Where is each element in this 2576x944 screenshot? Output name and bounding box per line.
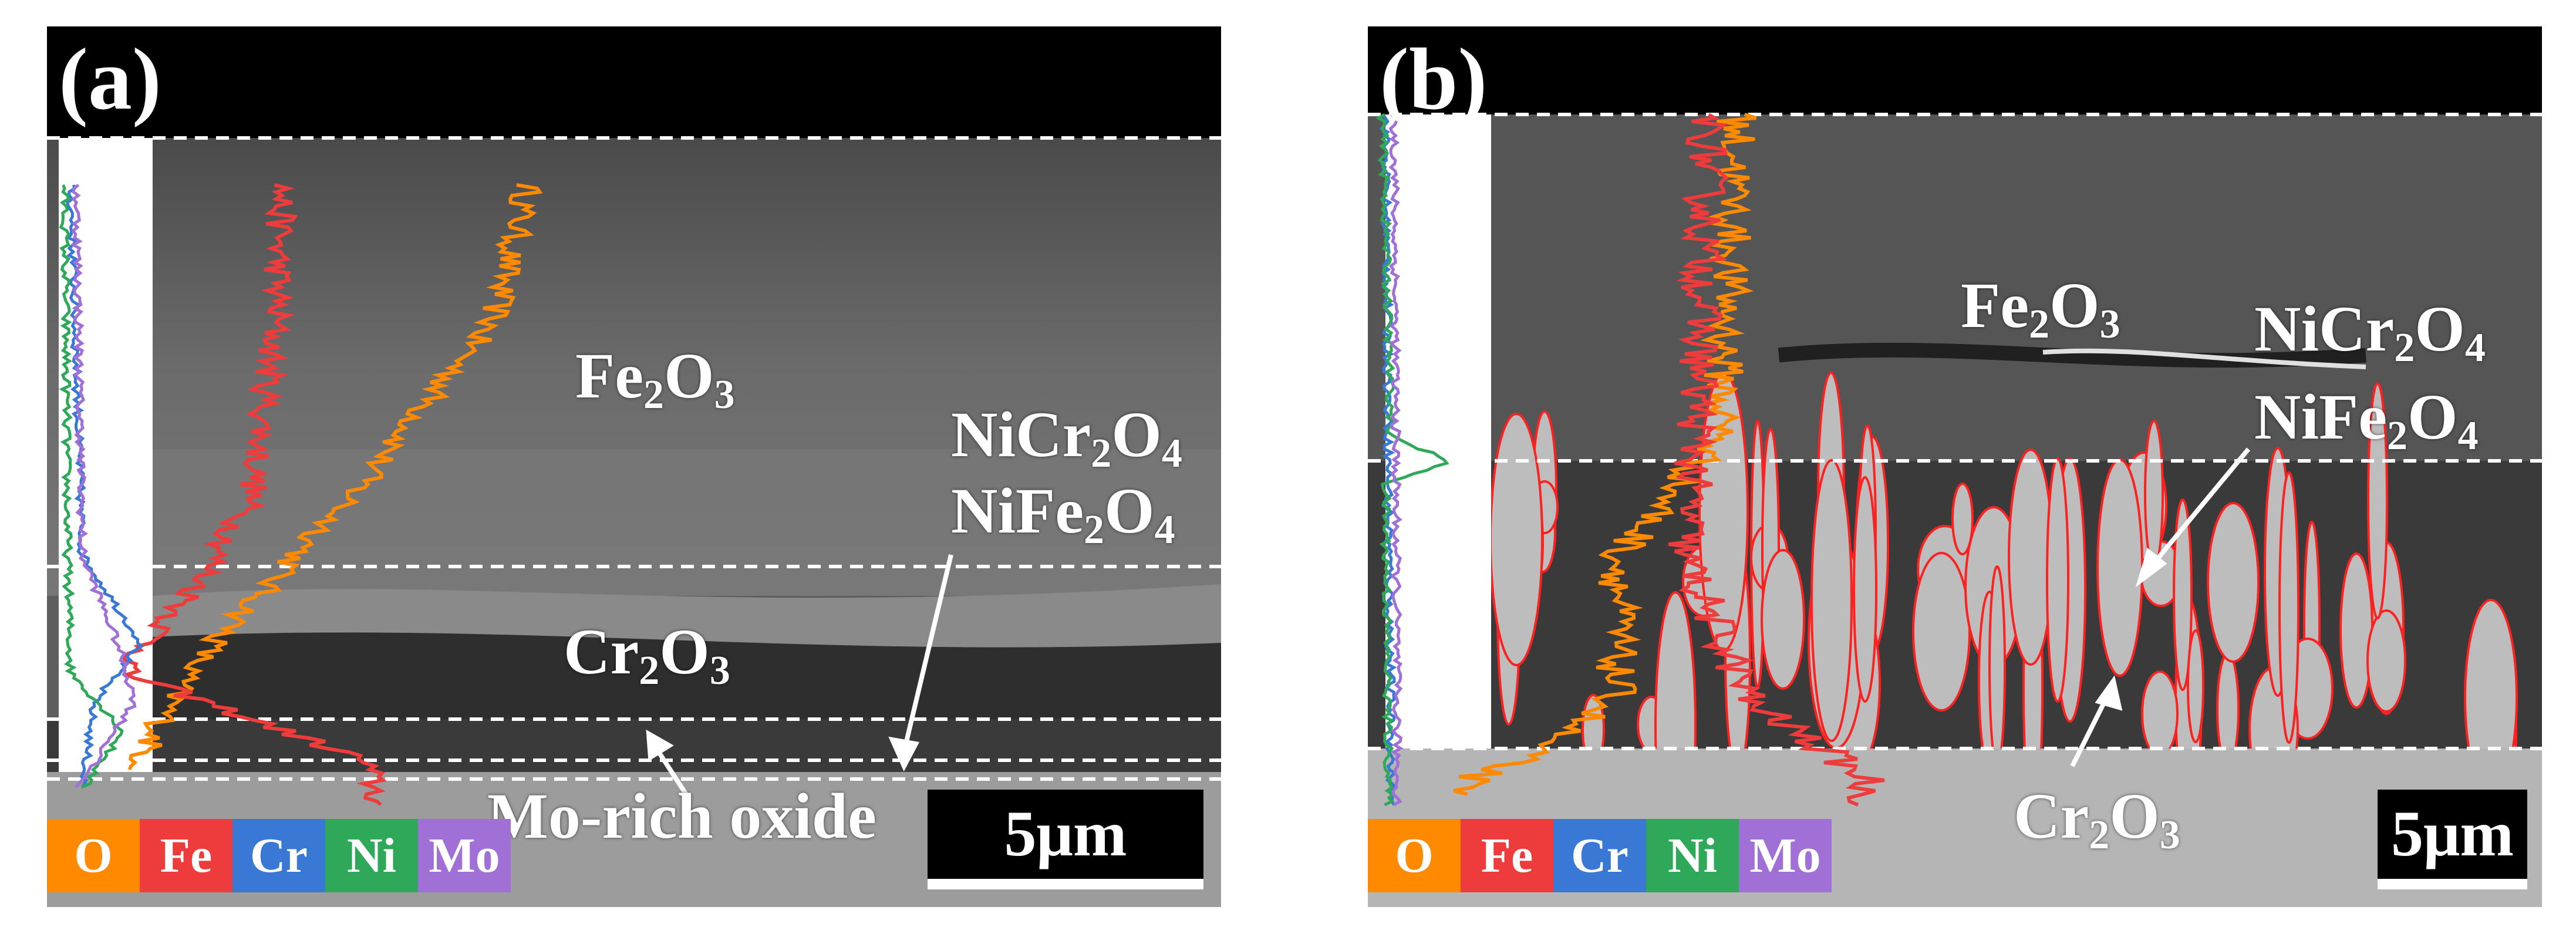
cr2o3-island bbox=[2366, 609, 2406, 713]
label-part: Cr bbox=[2014, 780, 2089, 852]
label-part: O bbox=[1111, 399, 1162, 470]
label-sub: 2 bbox=[2394, 325, 2415, 370]
legend-b: O Fe Cr Ni Mo bbox=[1368, 819, 1832, 892]
scale-bar-a: 5μm bbox=[928, 790, 1203, 889]
cr2o3-island bbox=[1810, 459, 1853, 742]
label-nicr2o4-b: NiCr2O4 bbox=[2254, 296, 2486, 369]
scale-bar-line bbox=[2378, 879, 2527, 889]
label-cr2o3-a: Cr2O3 bbox=[564, 619, 730, 692]
label-sub: 2 bbox=[643, 372, 665, 417]
label-nife2o4-b: NiFe2O4 bbox=[2254, 385, 2479, 457]
cr2o3-island bbox=[2367, 382, 2388, 619]
label-sub: 3 bbox=[709, 648, 730, 693]
panel-a: (a) Fe2O3 NiCr2O4 NiFe2O4 Cr2O3 Mo-rich … bbox=[47, 26, 1221, 907]
eds-profile-Ni bbox=[1375, 113, 1449, 807]
cr2o3-island bbox=[2046, 457, 2069, 703]
label-sub: 4 bbox=[1154, 507, 1175, 552]
legend-item-O: O bbox=[1368, 819, 1461, 892]
label-sub: 3 bbox=[714, 372, 735, 417]
label-sub: 4 bbox=[2464, 325, 2486, 370]
eds-profile-O bbox=[127, 183, 543, 771]
eds-profiles-b bbox=[1375, 113, 2251, 807]
label-sub: 2 bbox=[1084, 507, 1105, 552]
panel-letter-b: (b) bbox=[1380, 31, 1488, 128]
legend-item-Cr: Cr bbox=[232, 819, 325, 892]
legend-item-O: O bbox=[47, 819, 140, 892]
label-sub: 4 bbox=[2457, 413, 2479, 458]
legend-item-Cr: Cr bbox=[1553, 819, 1646, 892]
eds-profile-Ni bbox=[59, 184, 124, 789]
eds-profile-Mo bbox=[1388, 113, 1404, 807]
label-part: O bbox=[2109, 780, 2160, 852]
legend-item-Ni: Ni bbox=[1646, 819, 1739, 892]
scale-bar-label: 5μm bbox=[2391, 798, 2514, 869]
label-nicr2o4-a: NiCr2O4 bbox=[951, 402, 1182, 474]
label-part: Fe bbox=[1961, 269, 2029, 341]
label-part: NiCr bbox=[2254, 293, 2395, 365]
label-sub: 3 bbox=[2159, 812, 2180, 858]
legend-item-Ni: Ni bbox=[325, 819, 418, 892]
label-fe2o3-b: Fe2O3 bbox=[1961, 273, 2120, 345]
scale-bar-line bbox=[928, 879, 1203, 889]
panel-letter-a: (a) bbox=[59, 31, 161, 128]
label-part: O bbox=[659, 616, 710, 687]
cr2o3-island bbox=[2278, 471, 2299, 744]
label-nife2o4-a: NiFe2O4 bbox=[951, 478, 1175, 551]
label-part: NiFe bbox=[2254, 381, 2388, 453]
label-sub: 2 bbox=[2089, 812, 2110, 858]
panel-b: (b) Fe2O3 NiCr2O4 NiFe2O4 Cr2O3 5μm O Fe… bbox=[1368, 26, 2542, 907]
scale-bar-b: 5μm bbox=[2378, 790, 2527, 889]
label-fe2o3-a: Fe2O3 bbox=[575, 343, 735, 416]
eds-profile-Cr bbox=[1379, 113, 1397, 806]
label-part: Cr bbox=[564, 616, 639, 687]
label-part: NiFe bbox=[951, 475, 1084, 547]
label-sub: 3 bbox=[2099, 302, 2120, 347]
label-part: NiCr bbox=[951, 399, 1091, 470]
eds-profile-Fe bbox=[1668, 113, 1885, 807]
label-sub: 2 bbox=[1091, 431, 1112, 476]
cr2o3-island bbox=[1853, 476, 1877, 703]
cr2o3-island bbox=[2207, 502, 2260, 663]
label-part: Fe bbox=[575, 340, 644, 412]
cr2o3-island bbox=[2173, 498, 2193, 691]
label-part: O bbox=[1104, 475, 1155, 547]
eds-profile-Mo bbox=[70, 184, 137, 788]
label-part: O bbox=[2415, 293, 2465, 365]
cr2o3-island bbox=[1761, 549, 1805, 690]
label-mo-rich-oxide-a: Mo-rich oxide bbox=[487, 780, 876, 852]
eds-profile-Fe bbox=[120, 183, 387, 807]
label-part: O bbox=[2049, 269, 2100, 341]
sem-image-b bbox=[1368, 26, 2542, 907]
label-sub: 4 bbox=[1161, 431, 1182, 476]
label-sub: 2 bbox=[639, 648, 660, 693]
eds-profiles-a bbox=[59, 183, 953, 807]
cr2o3-island bbox=[2187, 629, 2204, 743]
label-cr2o3-b: Cr2O3 bbox=[2014, 784, 2180, 856]
scale-bar-label: 5μm bbox=[1004, 798, 1127, 869]
label-part: O bbox=[2408, 381, 2458, 453]
eds-profile-O bbox=[1453, 113, 1757, 796]
legend-a: O Fe Cr Ni Mo bbox=[47, 819, 511, 892]
legend-item-Fe: Fe bbox=[1461, 819, 1553, 892]
cr2o3-island bbox=[1951, 483, 1974, 555]
eds-profile-Cr bbox=[65, 184, 144, 788]
legend-item-Mo: Mo bbox=[418, 819, 511, 892]
label-sub: 2 bbox=[2387, 413, 2408, 458]
label-part: O bbox=[664, 340, 714, 412]
label-sub: 2 bbox=[2029, 302, 2050, 347]
legend-item-Fe: Fe bbox=[140, 819, 232, 892]
legend-item-Mo: Mo bbox=[1739, 819, 1832, 892]
